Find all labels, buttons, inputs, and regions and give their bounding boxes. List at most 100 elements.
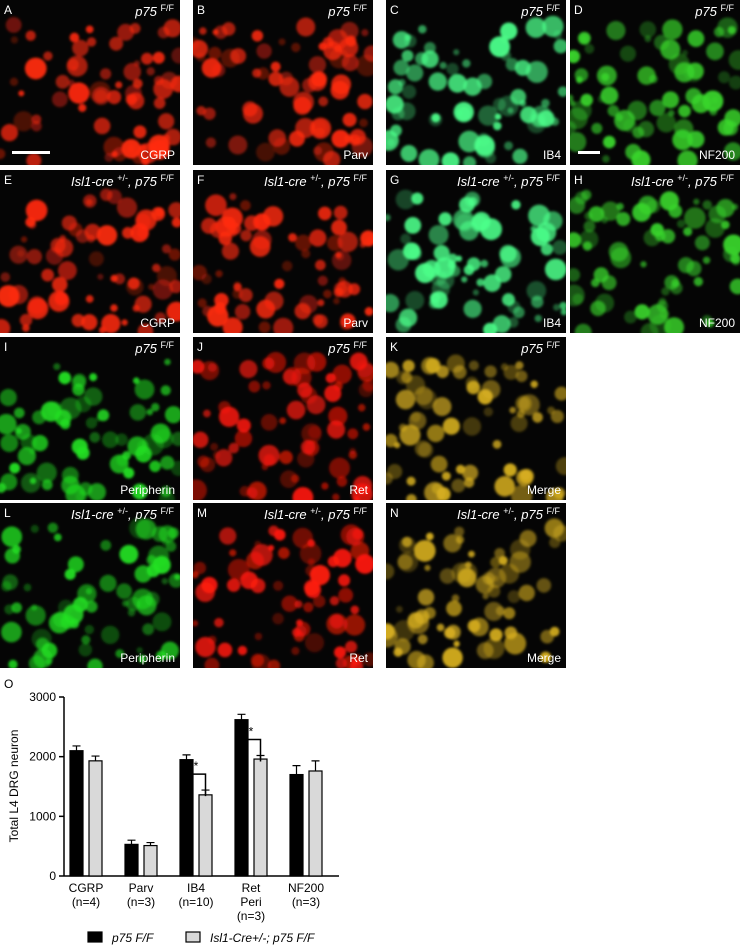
cell: [553, 303, 560, 311]
cell: [723, 142, 740, 161]
cell: [168, 202, 180, 218]
cell: [144, 591, 160, 607]
genotype-part: Isl1-cre: [457, 507, 503, 522]
cell: [0, 413, 17, 435]
cell: [309, 229, 327, 247]
cell: [329, 596, 340, 606]
cell: [132, 377, 140, 385]
cell: [693, 198, 700, 205]
cell: [25, 605, 46, 626]
cell: [133, 125, 147, 139]
cell: [584, 43, 595, 54]
cell: [318, 96, 329, 107]
cell: [160, 486, 172, 498]
error-bar: [311, 760, 320, 771]
cell: [453, 101, 474, 123]
cell: [364, 307, 373, 316]
cell: [126, 277, 144, 296]
genotype-label: Isl1-cre +/-, p75 F/F: [457, 506, 561, 522]
cell: [570, 232, 582, 248]
cell: [616, 211, 631, 226]
bar: [143, 844, 158, 877]
genotype-part: F/F: [547, 3, 561, 13]
genotype-part: , p75: [514, 174, 547, 189]
cell: [279, 470, 298, 489]
genotype-label: Isl1-cre +/-, p75 F/F: [71, 173, 175, 189]
cell: [23, 583, 32, 592]
cell: [650, 223, 664, 237]
cell: [193, 620, 199, 627]
cell: [240, 229, 252, 242]
cell: [415, 263, 436, 284]
cell: [356, 54, 373, 77]
panel-letter: G: [390, 173, 399, 187]
cell: [154, 428, 174, 449]
cell: [158, 113, 175, 130]
cell: [295, 117, 316, 139]
cell: [404, 217, 422, 234]
cell: [492, 315, 511, 333]
cell: [451, 478, 466, 493]
cell: [350, 605, 360, 615]
cell: [264, 291, 284, 311]
genotype-part: , p75: [128, 507, 161, 522]
cell: [314, 127, 325, 139]
cell: [559, 301, 566, 310]
cells: [193, 17, 373, 165]
cell: [250, 653, 265, 667]
cell: [411, 192, 424, 205]
panel-letter: I: [4, 340, 7, 354]
genotype-part: +/-: [310, 506, 321, 516]
marker-label: Parv: [343, 316, 368, 330]
cell: [43, 51, 53, 61]
cell: [132, 78, 143, 89]
error-bar: [146, 841, 155, 846]
cell: [267, 659, 281, 668]
cell: [721, 220, 730, 230]
cell: [494, 476, 515, 497]
genotype-part: p75: [694, 4, 720, 19]
cell: [110, 274, 118, 283]
cell: [482, 593, 489, 600]
cell: [171, 47, 180, 64]
cell: [205, 194, 227, 217]
genotype-part: F/F: [161, 506, 175, 516]
genotype-label: p75 F/F: [327, 3, 367, 19]
cell: [340, 313, 356, 329]
cell: [462, 156, 477, 165]
genotype-part: F/F: [161, 3, 175, 13]
cell: [400, 233, 411, 245]
cell: [0, 434, 19, 453]
cell: [239, 360, 258, 379]
x-tick-label: Peri: [240, 895, 261, 909]
cell: [109, 454, 129, 474]
cell: [421, 50, 439, 68]
cell: [152, 51, 165, 64]
cell: [507, 590, 521, 604]
cell: [0, 272, 11, 282]
cell: [199, 27, 207, 35]
genotype-part: , p75: [688, 174, 721, 189]
cell: [101, 625, 120, 645]
cell: [273, 317, 294, 333]
cell: [100, 539, 112, 551]
cell: [519, 100, 527, 107]
cell: [525, 60, 548, 83]
cell: [614, 109, 636, 131]
genotype-part: +/-: [117, 506, 128, 516]
cell: [68, 82, 90, 104]
genotype-label: Isl1-cre +/-, p75 F/F: [264, 506, 368, 522]
cell: [483, 274, 502, 292]
cell: [215, 270, 223, 278]
cell: [193, 479, 207, 500]
x-tick-label: (n=3): [292, 895, 320, 909]
cell: [452, 365, 467, 379]
cell: [230, 48, 247, 64]
cell: [301, 249, 311, 259]
cell: [208, 635, 217, 645]
y-tick-label: 2000: [29, 750, 56, 764]
cell: [490, 556, 502, 568]
cell: [148, 545, 170, 567]
cell: [294, 234, 312, 252]
